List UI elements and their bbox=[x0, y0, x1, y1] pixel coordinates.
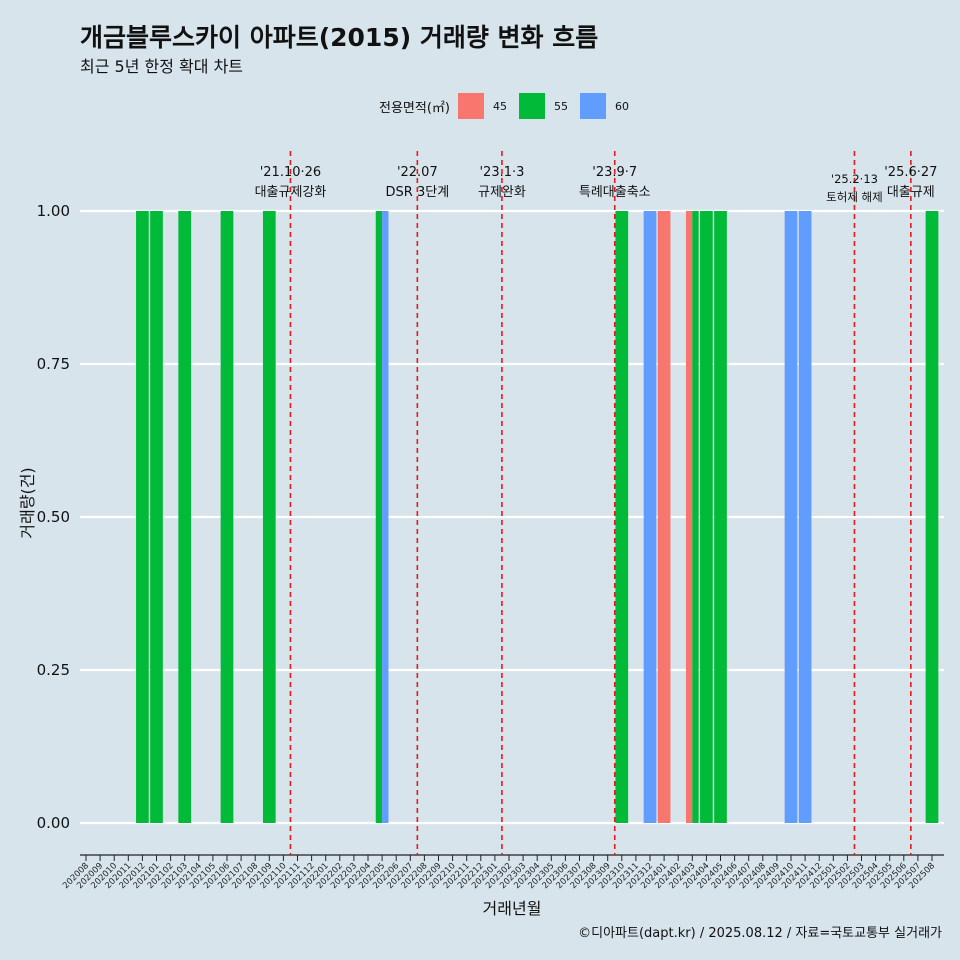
bar-55-202103 bbox=[178, 211, 192, 823]
bar-60-202312 bbox=[643, 211, 657, 823]
bar-45-202403 bbox=[685, 211, 693, 823]
bar-55-202205 bbox=[375, 211, 383, 823]
bar-55-202403 bbox=[692, 211, 699, 823]
bar-55-202508 bbox=[925, 211, 939, 823]
legend-item-55: 55 bbox=[518, 93, 574, 119]
event-date: '21.10·26 bbox=[260, 165, 321, 180]
y-tick-label: 0.75 bbox=[37, 355, 70, 373]
event-date: '23.1·3 bbox=[479, 165, 524, 180]
bar-60-202410 bbox=[784, 211, 798, 823]
bar-55-202101 bbox=[150, 211, 163, 823]
bar-60-202205 bbox=[382, 211, 389, 823]
legend-title: 전용면적(㎡) bbox=[379, 100, 450, 116]
legend-label-60: 60 bbox=[614, 99, 629, 113]
event-label: 대출규제 bbox=[887, 185, 935, 200]
y-axis-title: 거래량(건) bbox=[18, 467, 37, 538]
y-tick-label: 0.25 bbox=[37, 661, 70, 679]
chart-caption: ©디아파트(dapt.kr) / 2025.08.12 / 자료=국토교통부 실… bbox=[578, 926, 942, 941]
event-label: DSR 3단계 bbox=[386, 185, 450, 200]
event-date: '22.07 bbox=[397, 165, 438, 180]
event-label: 특례대출축소 bbox=[579, 185, 651, 200]
event-label: 규제완화 bbox=[478, 185, 526, 200]
bar-55-202106 bbox=[220, 211, 234, 823]
bar-55-202404 bbox=[700, 211, 713, 823]
bar-55-202012 bbox=[136, 211, 149, 823]
legend-label-55: 55 bbox=[553, 99, 568, 113]
event-date: '23.9·7 bbox=[592, 165, 637, 180]
legend-swatch-45 bbox=[457, 93, 484, 119]
legend: 전용면적(㎡) 45 55 60 bbox=[0, 93, 960, 119]
chart-title: 개금블루스카이 아파트(2015) 거래량 변화 흐름 bbox=[80, 23, 599, 52]
bar-55-202109 bbox=[262, 211, 276, 823]
y-tick-label: 0.50 bbox=[37, 508, 70, 526]
bar-60-202411 bbox=[798, 211, 812, 823]
legend-item-60: 60 bbox=[579, 93, 635, 119]
bar-55-202310 bbox=[615, 211, 629, 823]
legend-swatch-55 bbox=[518, 93, 545, 119]
event-label: 토허제 해제 bbox=[826, 190, 883, 204]
event-label: 대출규제강화 bbox=[255, 185, 327, 200]
y-tick-label: 0.00 bbox=[37, 814, 70, 832]
legend-swatch-60 bbox=[579, 93, 606, 119]
legend-label-45: 45 bbox=[492, 99, 507, 113]
bar-45-202401 bbox=[657, 211, 671, 823]
bar-55-202405 bbox=[714, 211, 727, 823]
legend-item-45: 45 bbox=[457, 93, 513, 119]
event-date: '25.2·13 bbox=[831, 172, 878, 186]
event-date: '25.6·27 bbox=[884, 165, 937, 180]
chart-subtitle: 최근 5년 한정 확대 차트 bbox=[80, 57, 244, 76]
x-axis-title: 거래년월 bbox=[483, 899, 542, 918]
y-tick-label: 1.00 bbox=[37, 202, 70, 220]
